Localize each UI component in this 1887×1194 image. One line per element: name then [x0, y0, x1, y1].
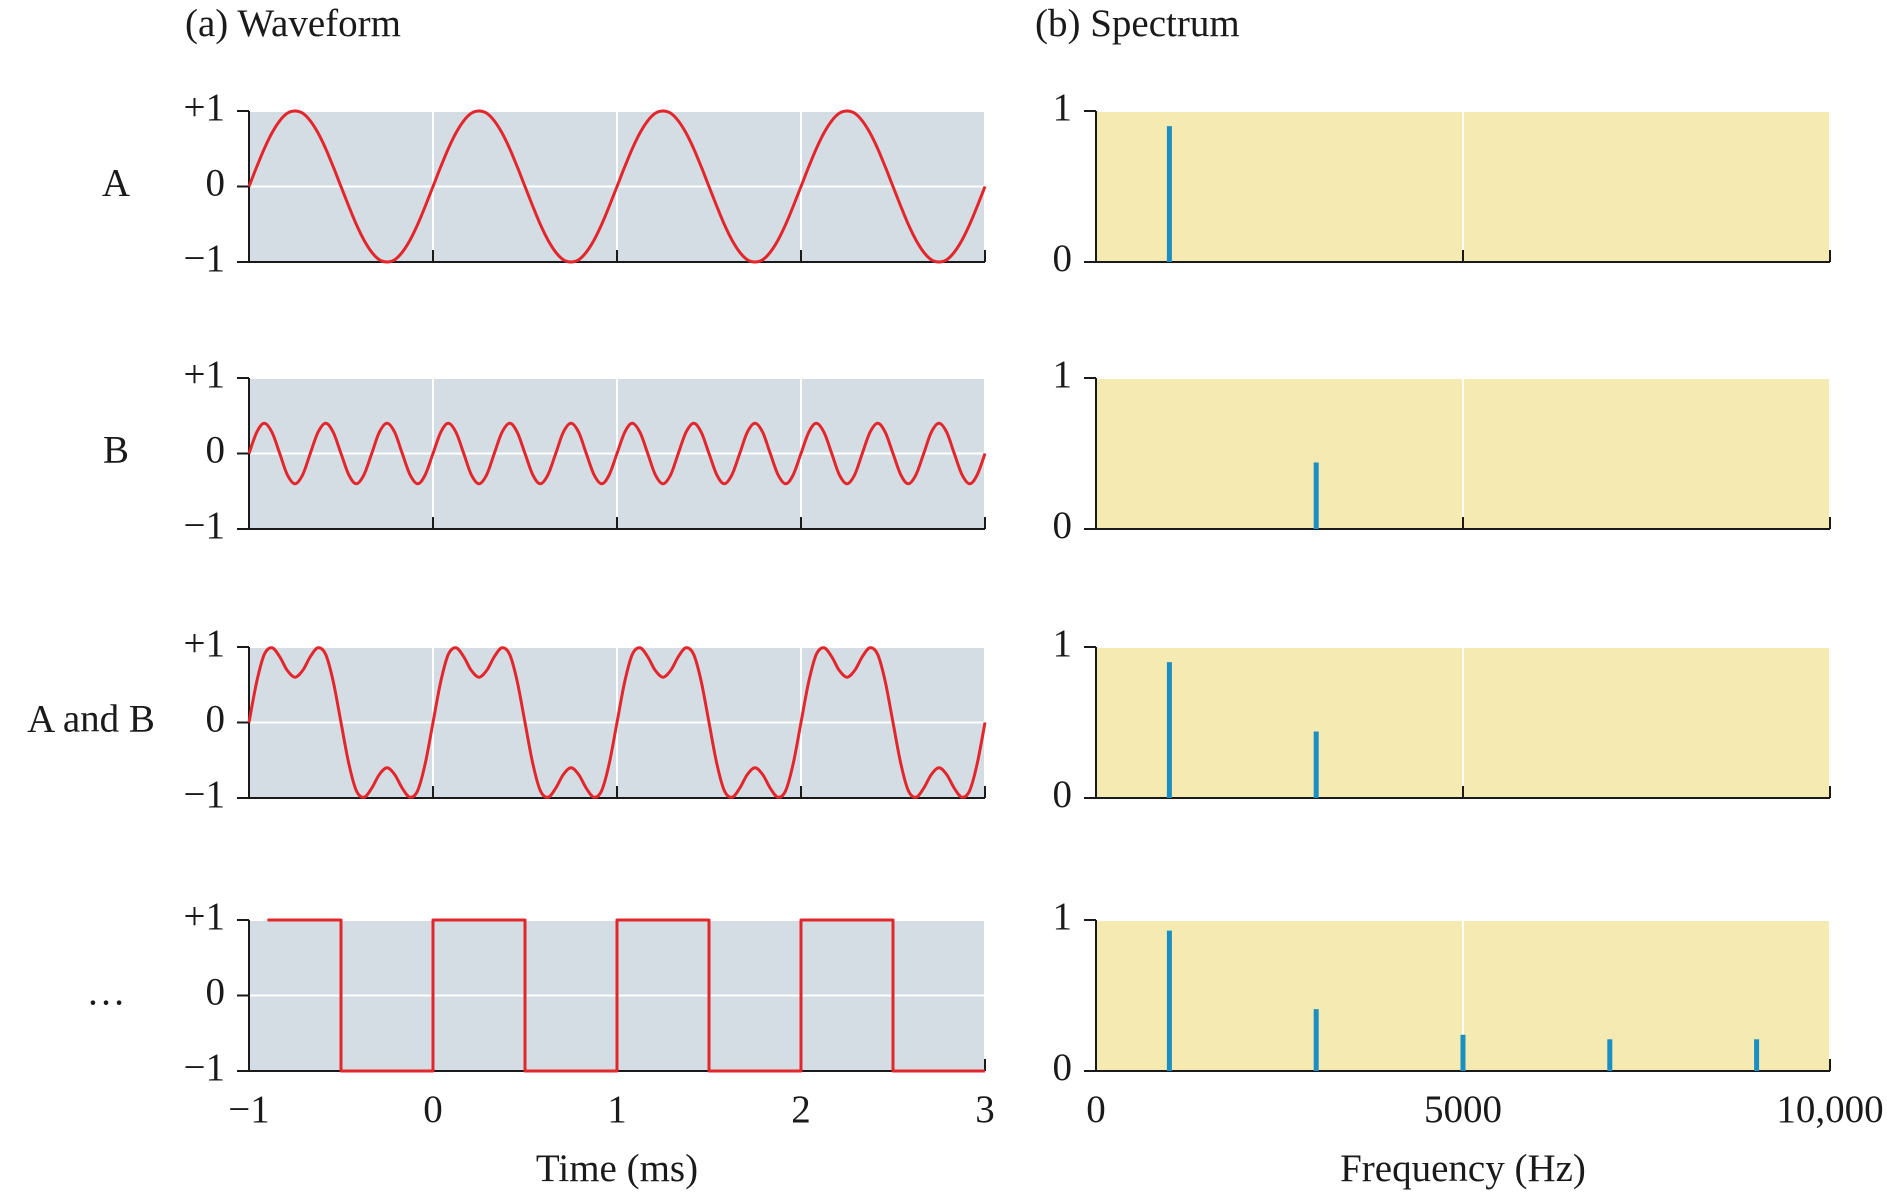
y-tick-label: 0	[1053, 237, 1073, 280]
x-tick-label: 3	[975, 1088, 995, 1131]
row-label: A	[102, 161, 130, 204]
waveform-line	[267, 918, 985, 1073]
x-tick-label: 1	[607, 1088, 627, 1131]
y-tick-label: 0	[206, 697, 226, 740]
y-tick-label: 1	[1053, 353, 1073, 396]
waveform-line	[247, 421, 987, 486]
waveform-line	[247, 109, 987, 264]
y-tick-label: 1	[1053, 86, 1073, 129]
y-tick-label: 0	[1053, 773, 1073, 816]
row-label: …	[87, 970, 126, 1013]
x-tick-label: 2	[791, 1088, 811, 1131]
y-tick-label: +1	[184, 895, 226, 938]
y-tick-label: 1	[1053, 622, 1073, 665]
column-title: (b) Spectrum	[1035, 2, 1240, 45]
y-tick-label: −1	[184, 1046, 226, 1089]
x-tick-label: 5000	[1424, 1088, 1502, 1131]
x-tick-label: −1	[228, 1088, 270, 1131]
y-tick-label: 0	[1053, 1046, 1073, 1089]
y-tick-label: −1	[184, 504, 226, 547]
y-tick-label: 0	[206, 970, 226, 1013]
y-tick-label: 1	[1053, 895, 1073, 938]
row-label: A and B	[27, 697, 155, 740]
x-tick-label: 0	[423, 1088, 443, 1131]
y-tick-label: 0	[206, 428, 226, 471]
y-tick-label: −1	[184, 237, 226, 280]
row-label: B	[103, 428, 129, 471]
y-tick-label: −1	[184, 773, 226, 816]
y-tick-label: +1	[184, 622, 226, 665]
y-tick-label: +1	[184, 86, 226, 129]
x-axis-label: Frequency (Hz)	[1340, 1147, 1586, 1190]
y-tick-label: +1	[184, 353, 226, 396]
x-tick-label: 0	[1086, 1088, 1106, 1131]
column-title: (a) Waveform	[185, 2, 401, 45]
y-tick-label: 0	[1053, 504, 1073, 547]
waveform-line	[247, 646, 987, 799]
x-axis-label: Time (ms)	[536, 1147, 698, 1190]
x-tick-label: 10,000	[1776, 1088, 1883, 1131]
y-tick-label: 0	[206, 161, 226, 204]
